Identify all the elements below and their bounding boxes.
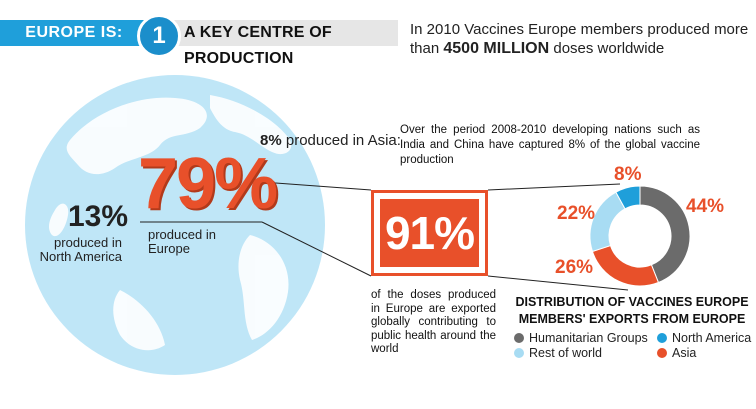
asia-stat: 8% produced in Asia: (260, 132, 401, 149)
europe-value: 79% (138, 144, 276, 224)
europe-label: produced in Europe (148, 228, 258, 256)
exports-description: of the doses produced in Europe are expo… (371, 289, 496, 357)
chart-title: DISTRIBUTION OF VACCINES EUROPE MEMBERS'… (512, 294, 752, 328)
asia-label: produced in Asia: (286, 132, 401, 149)
legend-dot (514, 348, 524, 358)
connector-line-donut-top (488, 184, 620, 190)
legend-item-north-america: North America (657, 331, 751, 345)
legend-label: Humanitarian Groups (529, 331, 648, 345)
legend-dot (657, 348, 667, 358)
legend-item-asia: Asia (657, 346, 696, 360)
exports-box: 91% (371, 190, 488, 276)
banner-number-badge: 1 (137, 14, 181, 58)
north-america-value: 13% (68, 200, 128, 234)
exports-value: 91% (380, 199, 479, 267)
legend-item-humanitarian: Humanitarian Groups (514, 331, 648, 345)
slice-label-north-america: 8% (614, 164, 641, 186)
legend-item-rest-of-world: Rest of world (514, 346, 602, 360)
banner-title: A KEY CENTRE OF PRODUCTION (148, 20, 398, 46)
donut-slice-asia (592, 246, 658, 286)
slice-label-rest-of-world: 22% (557, 203, 595, 225)
legend-dot (657, 333, 667, 343)
intro-suffix: doses worldwide (553, 40, 664, 57)
banner-label: EUROPE IS: (0, 20, 148, 46)
legend-dot (514, 333, 524, 343)
legend-label: Asia (672, 346, 696, 360)
exports-donut-chart (590, 186, 690, 286)
section-banner: EUROPE IS: A KEY CENTRE OF PRODUCTION 1 (0, 20, 400, 46)
intro-highlight: 4500 MILLION (443, 40, 549, 57)
legend-label: Rest of world (529, 346, 602, 360)
asia-description: Over the period 2008-2010 developing nat… (400, 123, 700, 168)
legend-label: North America (672, 331, 751, 345)
slice-label-humanitarian: 44% (686, 196, 724, 218)
intro-text: In 2010 Vaccines Europe members produced… (410, 20, 750, 58)
north-america-label: produced in North America (22, 236, 122, 264)
slice-label-asia: 26% (555, 257, 593, 279)
donut-slice-rest-of-world (590, 192, 625, 251)
